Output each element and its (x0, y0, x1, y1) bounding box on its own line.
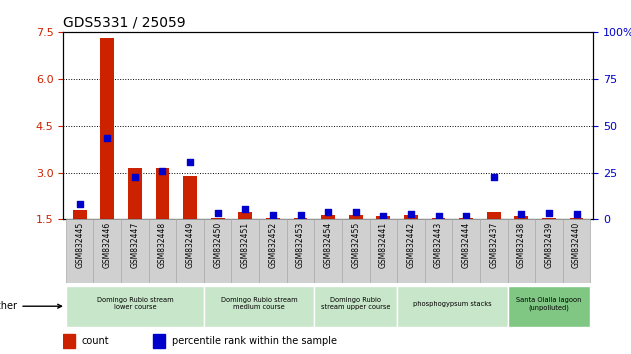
Text: GSM832446: GSM832446 (103, 221, 112, 268)
Bar (542, 218, 556, 266)
Text: GSM832449: GSM832449 (186, 221, 194, 268)
Point (572, 211, 582, 217)
Text: GSM832450: GSM832450 (213, 221, 222, 268)
Bar (63, 334, 74, 348)
Text: phosphogypsum stacks: phosphogypsum stacks (413, 301, 492, 307)
Text: GSM832451: GSM832451 (241, 221, 250, 268)
Text: GSM832447: GSM832447 (131, 221, 139, 268)
Point (433, 213, 444, 218)
FancyBboxPatch shape (507, 285, 591, 327)
FancyBboxPatch shape (452, 219, 480, 283)
Point (378, 213, 388, 219)
FancyBboxPatch shape (397, 285, 507, 327)
Bar (156, 168, 169, 266)
Point (406, 211, 416, 217)
Text: GSM832454: GSM832454 (324, 221, 333, 268)
FancyBboxPatch shape (66, 285, 204, 327)
Bar (100, 38, 114, 266)
FancyBboxPatch shape (563, 219, 591, 283)
FancyBboxPatch shape (425, 219, 452, 283)
FancyBboxPatch shape (342, 219, 370, 283)
Bar (321, 215, 335, 266)
Text: Domingo Rubio stream
lower course: Domingo Rubio stream lower course (97, 297, 173, 310)
Text: GSM832438: GSM832438 (517, 221, 526, 268)
Text: GSM832442: GSM832442 (406, 221, 415, 268)
Bar (349, 215, 363, 266)
Bar (432, 218, 445, 266)
FancyBboxPatch shape (176, 219, 204, 283)
Point (295, 212, 305, 218)
Point (158, 168, 168, 174)
Text: GSM832439: GSM832439 (545, 221, 553, 268)
Bar (128, 168, 142, 266)
Text: Domingo Rubio stream
medium course: Domingo Rubio stream medium course (221, 297, 297, 310)
Text: GSM832455: GSM832455 (351, 221, 360, 268)
Bar (73, 210, 86, 266)
FancyBboxPatch shape (232, 219, 259, 283)
FancyBboxPatch shape (149, 219, 176, 283)
Point (213, 210, 223, 216)
Bar (404, 215, 418, 266)
Point (268, 212, 278, 218)
Text: GSM832444: GSM832444 (462, 221, 471, 268)
Point (323, 209, 333, 215)
Point (185, 159, 195, 165)
Bar (514, 216, 528, 266)
Bar (570, 218, 584, 266)
Text: GSM832440: GSM832440 (572, 221, 581, 268)
FancyBboxPatch shape (93, 219, 121, 283)
FancyBboxPatch shape (66, 219, 93, 283)
FancyBboxPatch shape (314, 219, 342, 283)
Text: GSM832448: GSM832448 (158, 221, 167, 268)
Bar (377, 216, 390, 266)
Text: GSM832443: GSM832443 (434, 221, 443, 268)
Text: count: count (81, 336, 109, 346)
Bar (183, 176, 197, 266)
Text: Santa Olalla lagoon
(unpolluted): Santa Olalla lagoon (unpolluted) (516, 297, 582, 311)
FancyBboxPatch shape (204, 285, 314, 327)
Text: GSM832452: GSM832452 (268, 221, 278, 268)
FancyBboxPatch shape (397, 219, 425, 283)
Text: GSM832437: GSM832437 (489, 221, 498, 268)
FancyBboxPatch shape (370, 219, 397, 283)
Bar (153, 334, 165, 348)
Text: Domingo Rubio
stream upper course: Domingo Rubio stream upper course (321, 297, 391, 310)
Point (130, 175, 140, 180)
Bar (459, 218, 473, 266)
Text: GDS5331 / 25059: GDS5331 / 25059 (63, 15, 186, 29)
Bar (293, 218, 307, 266)
FancyBboxPatch shape (121, 219, 149, 283)
Bar (487, 212, 500, 266)
Point (544, 210, 554, 216)
Point (351, 209, 361, 215)
Bar (211, 218, 225, 266)
Text: GSM832445: GSM832445 (75, 221, 84, 268)
Point (488, 175, 498, 180)
Point (74, 201, 85, 207)
FancyBboxPatch shape (259, 219, 286, 283)
Point (461, 213, 471, 218)
Bar (239, 212, 252, 266)
FancyBboxPatch shape (204, 219, 232, 283)
Text: GSM832441: GSM832441 (379, 221, 388, 268)
FancyBboxPatch shape (314, 285, 397, 327)
FancyBboxPatch shape (286, 219, 314, 283)
FancyBboxPatch shape (507, 219, 535, 283)
Point (102, 135, 112, 141)
Point (516, 211, 526, 217)
Point (240, 206, 251, 211)
Bar (266, 218, 280, 266)
Text: percentile rank within the sample: percentile rank within the sample (172, 336, 337, 346)
Text: other: other (0, 301, 62, 311)
FancyBboxPatch shape (480, 219, 507, 283)
FancyBboxPatch shape (535, 219, 563, 283)
Text: GSM832453: GSM832453 (296, 221, 305, 268)
